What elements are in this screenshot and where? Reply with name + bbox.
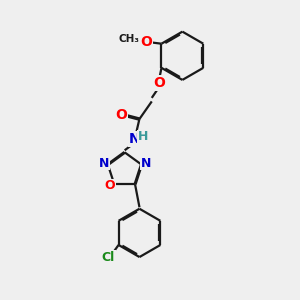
Text: H: H (138, 130, 148, 143)
Text: Cl: Cl (102, 251, 115, 264)
Text: O: O (153, 76, 165, 90)
Text: CH₃: CH₃ (118, 34, 139, 44)
Text: N: N (129, 132, 140, 146)
Text: O: O (105, 179, 116, 192)
Text: O: O (115, 108, 127, 122)
Text: O: O (140, 35, 152, 49)
Text: N: N (140, 157, 151, 169)
Text: N: N (99, 157, 109, 169)
